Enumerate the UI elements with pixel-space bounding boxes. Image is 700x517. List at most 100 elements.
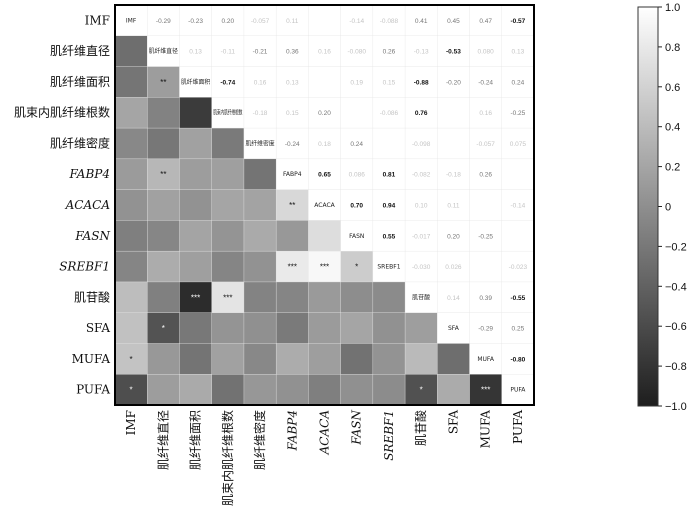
heatmap-cell — [372, 343, 406, 375]
significance-mark: *** — [223, 293, 232, 302]
heatmap-cell — [179, 281, 213, 314]
correlation-value-label: 0.16 — [479, 110, 492, 117]
heatmap-cell — [147, 250, 180, 283]
heatmap-cell — [243, 35, 277, 68]
heatmap-cell — [340, 281, 374, 314]
correlation-value-label: -0.14 — [510, 203, 525, 210]
correlation-value-label: -0.18 — [253, 110, 268, 117]
heatmap-cell — [211, 158, 245, 191]
correlation-value-label: 0.15 — [383, 79, 396, 86]
column-label: PUFA — [511, 410, 525, 444]
heatmap-cell — [275, 250, 309, 283]
row-label: SFA — [86, 321, 111, 335]
heatmap-cell — [275, 4, 309, 37]
correlation-value-label: 0.76 — [415, 110, 428, 117]
correlation-value-label: -0.098 — [412, 141, 431, 148]
column-label: 肌纤维直径 — [156, 410, 170, 470]
heatmap-cell — [469, 281, 503, 314]
correlation-value-label: 0.10 — [415, 203, 428, 210]
heatmap-cell — [114, 4, 148, 37]
row-label: 肌纤维直径 — [50, 44, 110, 58]
correlation-value-label: 0.81 — [383, 172, 396, 179]
heatmap-cell — [179, 374, 213, 406]
colorbar-tick-label: 1.0 — [665, 2, 680, 14]
heatmap-cell — [114, 97, 148, 129]
significance-mark: ** — [160, 78, 166, 87]
heatmap-cell — [275, 220, 309, 252]
heatmap-cell — [275, 189, 309, 221]
column-label: ACACA — [318, 410, 332, 456]
colorbar-gradient — [637, 6, 659, 407]
heatmap-cell — [372, 35, 406, 68]
heatmap-cell — [308, 281, 342, 314]
heatmap-cell — [114, 158, 148, 191]
significance-mark: * — [130, 355, 133, 364]
correlation-value-label: 0.13 — [512, 49, 525, 56]
significance-mark: *** — [288, 263, 297, 272]
row-label: 肌纤维面积 — [50, 75, 110, 89]
heatmap-cell — [404, 66, 438, 98]
significance-mark: * — [355, 263, 358, 272]
heatmap-cell — [437, 250, 471, 283]
heatmap-cell — [404, 189, 438, 221]
diagonal-label: MUFA — [477, 356, 494, 363]
row-label: FASN — [74, 229, 110, 243]
heatmap-frame — [114, 4, 535, 406]
correlation-value-label: 0.47 — [479, 18, 492, 25]
heatmap-cell — [404, 281, 438, 314]
colorbar-tick-label: −0.2 — [665, 241, 687, 253]
row-label: 肌束内肌纤维根数 — [14, 105, 110, 120]
correlation-value-label: -0.74 — [220, 79, 235, 86]
heatmap-cell — [437, 127, 471, 160]
correlation-value-label: -0.017 — [412, 233, 431, 240]
heatmap-cell — [275, 97, 309, 129]
column-label: SFA — [446, 410, 460, 435]
colorbar-tick-label: 0 — [665, 202, 671, 214]
heatmap-cell — [372, 97, 406, 129]
heatmap-cell — [372, 220, 406, 252]
heatmap-cell — [469, 343, 503, 375]
heatmap-cell — [211, 189, 245, 221]
heatmap-cell — [469, 35, 503, 68]
correlation-value-label: 0.26 — [383, 49, 396, 56]
heatmap-cell — [147, 4, 180, 37]
heatmap-cell — [243, 250, 277, 283]
correlation-value-label: 0.65 — [318, 172, 331, 179]
correlation-value-label: -0.21 — [253, 49, 268, 56]
colorbar-tick-label: −0.8 — [665, 361, 687, 373]
heatmap-cell — [243, 158, 277, 191]
heatmap-cell — [243, 4, 277, 37]
correlation-value-label: -0.80 — [510, 356, 525, 363]
heatmap-cell — [243, 374, 277, 406]
heatmap-cell — [372, 158, 406, 191]
column-label: 肌苷酸 — [413, 410, 428, 446]
heatmap-cell — [340, 35, 374, 68]
heatmap-cell — [404, 4, 438, 37]
row-label: SREBF1 — [59, 260, 110, 274]
column-labels: IMF 肌纤维直径 肌纤维面积 肌束内肌纤维根数 肌纤维密度 FABP4 ACACA FASN… — [124, 410, 525, 507]
significance-mark: *** — [191, 293, 200, 302]
heatmap-cell — [372, 127, 406, 160]
heatmap-cell — [147, 374, 180, 406]
heatmap-cell — [404, 312, 438, 344]
column-label: 肌纤维密度 — [252, 410, 267, 470]
heatmap-cell — [147, 220, 180, 252]
heatmap-cell — [243, 220, 277, 252]
correlation-value-label: 0.36 — [286, 49, 299, 56]
heatmap-cell — [340, 374, 374, 406]
heatmap-cell — [501, 343, 535, 375]
diagonal-label: ACACA — [314, 202, 335, 209]
heatmap-cell — [372, 250, 406, 283]
heatmap-cell — [308, 250, 342, 283]
correlation-value-label: -0.030 — [412, 264, 431, 271]
heatmap-cell — [179, 158, 213, 191]
heatmap-cell — [308, 158, 342, 191]
heatmap-cell — [404, 97, 438, 129]
correlation-value-label: -0.57 — [510, 18, 525, 25]
heatmap-cell — [179, 127, 213, 160]
heatmap-cell — [211, 35, 245, 68]
heatmap-cell — [308, 97, 342, 129]
row-label: FABP4 — [69, 167, 110, 181]
heatmap-cell — [211, 343, 245, 375]
significance-mark: ** — [160, 170, 166, 179]
